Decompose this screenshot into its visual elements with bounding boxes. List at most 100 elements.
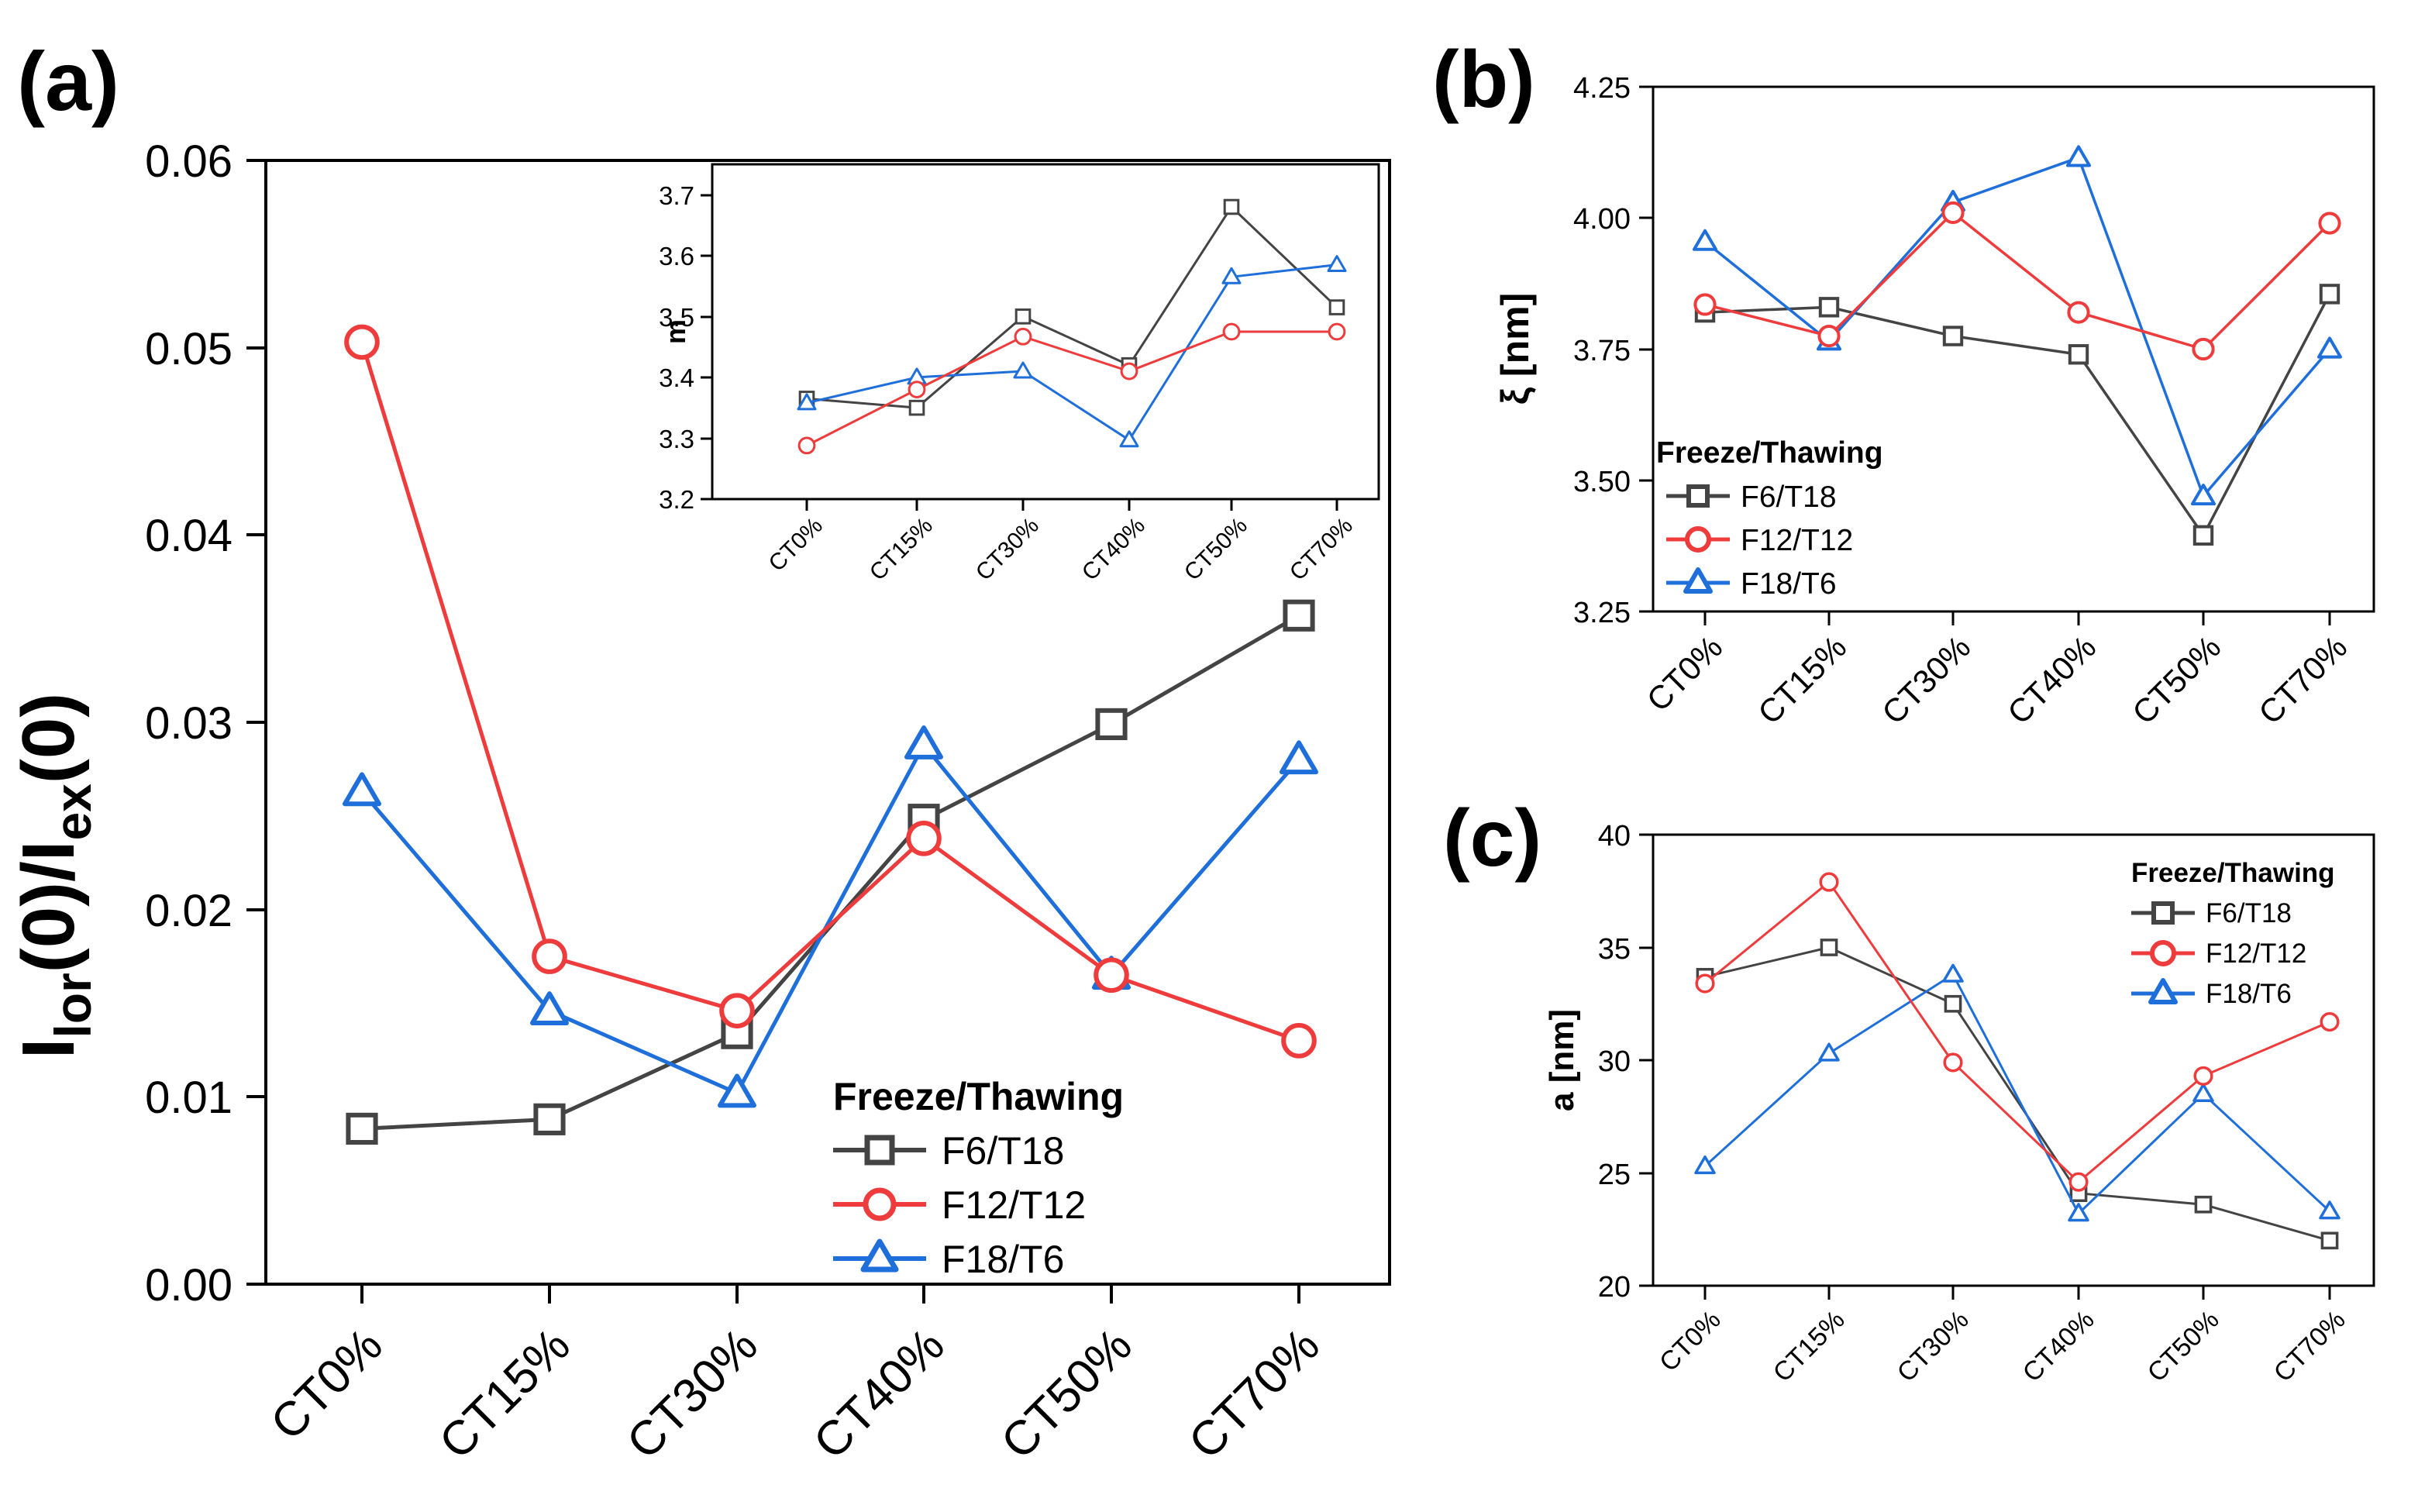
panel-a-ytick: 0.02: [145, 886, 266, 936]
inset-xtick: CT40%: [1077, 499, 1150, 586]
data-point-f6-t18-ct70pct: [2319, 284, 2340, 305]
panel-a-ytick: 0.00: [145, 1260, 266, 1311]
panel-c-xtick: CT70%: [2268, 1286, 2351, 1388]
data-point-f18-t6-ct15pct: [530, 991, 569, 1026]
panel-a-xtick-label: CT15%: [429, 1318, 580, 1469]
panel-c-xtick: CT40%: [2017, 1286, 2100, 1388]
data-point-f6-t18-ct70pct: [1283, 599, 1315, 632]
inset-xtick: CT50%: [1180, 499, 1252, 586]
legend-triangle-marker: [860, 1238, 899, 1273]
data-point-f12-t12-ct40pct: [906, 821, 942, 856]
panel-b-xtick-label: CT70%: [2251, 629, 2354, 731]
panel-c-xtick-label: CT40%: [2017, 1305, 2100, 1388]
data-point-f12-t12-ct30pct: [1014, 327, 1032, 346]
panel-c-ytick: 40: [1598, 820, 1653, 852]
panel-a-ytick-label: 0.05: [145, 324, 232, 374]
data-point-f18-t6-ct40pct: [904, 725, 943, 759]
data-point-f12-t12-ct0pct: [797, 436, 816, 455]
panel-a-ytick: 0.01: [145, 1073, 266, 1123]
panel-c-ytick: 35: [1598, 933, 1653, 966]
data-point-f6-t18-ct30pct: [1014, 308, 1032, 325]
panel-a-xtick: CT15%: [429, 1284, 580, 1469]
data-point-f6-t18-ct30pct: [1942, 325, 1964, 346]
data-point-f18-t6-ct30pct: [718, 1073, 756, 1108]
data-point-f18-t6-ct50pct: [2192, 1083, 2214, 1103]
panel-a-label: (a): [17, 34, 119, 128]
series-line-f12-t12: [1704, 211, 2331, 351]
panel-a-xtick: CT30%: [617, 1284, 768, 1469]
panel-b-ytick-label: 3.25: [1573, 597, 1631, 629]
panel-c-y-ticks: 20 25 30 35 40: [1598, 820, 1653, 1304]
data-point-f18-t6-ct40pct: [1119, 430, 1139, 448]
inset-ytick-label: 3.3: [659, 425, 694, 453]
series-line-f18-t6: [1703, 973, 2331, 1215]
legend-triangle-marker: [1683, 567, 1713, 594]
data-point-f18-t6-ct50pct: [2191, 484, 2216, 506]
panel-b-xtick: CT70%: [2251, 611, 2354, 731]
inset-xtick: CT70%: [1285, 499, 1358, 586]
data-point-f12-t12-ct30pct: [1943, 1052, 1963, 1073]
data-point-f12-t12-ct30pct: [719, 993, 755, 1028]
legend-triangle-marker: [2148, 978, 2178, 1004]
data-point-f12-t12-ct0pct: [1695, 973, 1715, 994]
inset-ytick-label: 3.4: [659, 363, 694, 392]
panel-b-ytick: 3.25: [1573, 597, 1653, 629]
panel-b-xtick: CT40%: [2000, 611, 2103, 731]
panel-a-xtick-label: CT30%: [617, 1318, 768, 1469]
inset-xtick-label: CT30%: [971, 513, 1044, 586]
panel-b-ytick-label: 4.00: [1573, 203, 1631, 236]
data-point-f12-t12-ct40pct: [1120, 362, 1138, 381]
panel-b-xtick-label: CT40%: [2000, 629, 2103, 731]
data-point-f18-t6-ct70pct: [2319, 1200, 2340, 1220]
series-line-f18-t6: [1703, 156, 2331, 498]
data-point-f6-t18-ct0pct: [346, 1112, 378, 1145]
data-point-f6-t18-ct70pct: [2320, 1231, 2339, 1250]
panel-a-xtick-label: CT50%: [991, 1318, 1142, 1469]
panel-b-x-ticks: CT0% CT15% CT30% CT40% CT50% CT70%: [1640, 611, 2354, 731]
panel-a-xtick: CT40%: [804, 1284, 955, 1469]
panel-c-ytick: 25: [1598, 1159, 1653, 1191]
panel-a-xtick-label: CT70%: [1179, 1318, 1330, 1469]
data-point-f12-t12-ct50pct: [1222, 322, 1241, 341]
data-point-f18-t6-ct40pct: [2066, 145, 2091, 167]
panel-a-ytick-label: 0.06: [145, 136, 232, 187]
inset-x-ticks: CT0% CT15% CT30% CT40% CT50% CT70%: [764, 499, 1358, 586]
panel-b-ytick: 4.25: [1573, 72, 1653, 105]
data-point-f18-t6-ct0pct: [1694, 1156, 1716, 1175]
data-point-f12-t12-ct70pct: [2320, 1011, 2340, 1032]
series-line-f12-t12: [1704, 880, 2330, 1183]
inset-ytick: 3.4: [659, 363, 712, 392]
data-point-f6-t18-ct15pct: [533, 1103, 566, 1135]
panel-c-ytick-label: 20: [1598, 1271, 1631, 1304]
panel-c-xtick: CT30%: [1892, 1286, 1975, 1388]
panel-c-xtick-label: CT30%: [1892, 1305, 1975, 1388]
panel-c-xtick: CT50%: [2142, 1286, 2225, 1388]
data-point-f12-t12-ct0pct: [344, 324, 380, 360]
data-point-f6-t18-ct50pct: [2194, 1195, 2213, 1214]
panel-a-series-area: [343, 324, 1318, 1145]
panel-b: (b) 3.25 3.50 3.75 4.00 4.25 CT0% CT15% …: [1432, 35, 2375, 731]
panel-a-xtick: CT0%: [260, 1284, 393, 1451]
data-point-f18-t6-ct15pct: [1818, 1042, 1840, 1062]
panel-c-ytick: 20: [1598, 1271, 1653, 1304]
legend-label: F6/T18: [1741, 480, 1837, 514]
legend-entry-f18-t6: F18/T6: [833, 1238, 1064, 1281]
series-line-f12-t12: [806, 330, 1337, 447]
series-line-f6-t18: [806, 205, 1338, 409]
panel-c-label: (c): [1443, 794, 1541, 883]
legend-entry-f12-t12: F12/T12: [2131, 939, 2306, 969]
data-point-f12-t12-ct40pct: [2067, 301, 2090, 324]
data-point-f12-t12-ct70pct: [2318, 212, 2341, 235]
panel-b-y-ticks: 3.25 3.50 3.75 4.00 4.25: [1573, 72, 1653, 629]
inset-series-area: [797, 198, 1347, 455]
panel-c-xtick: CT15%: [1768, 1286, 1851, 1388]
data-point-f12-t12-ct50pct: [1094, 957, 1129, 994]
inset-ytick: 3.2: [659, 485, 712, 514]
series-line-f18-t6: [360, 742, 1300, 1095]
inset-ylabel: m: [660, 319, 691, 344]
legend-entry-f12-t12: F12/T12: [1666, 524, 1853, 557]
panel-inset: 3.2 3.3 3.4 3.5 3.6 3.7 CT0% CT15% CT30%…: [659, 163, 1380, 586]
panel-a-ytick-label: 0.03: [145, 698, 232, 749]
inset-ytick: 3.5: [659, 303, 712, 332]
panel-c-xtick-label: CT15%: [1768, 1305, 1851, 1388]
